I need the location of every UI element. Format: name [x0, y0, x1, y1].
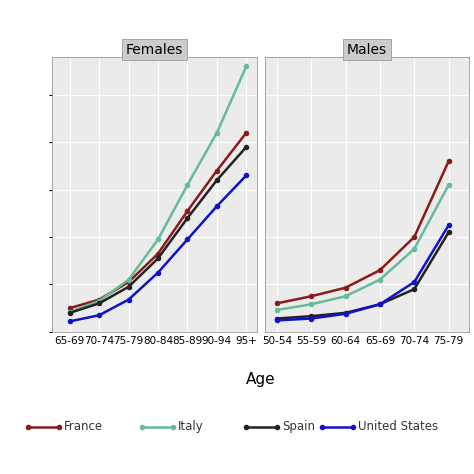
Text: Males: Males [347, 43, 387, 57]
Text: Spain: Spain [282, 420, 315, 433]
Text: United States: United States [358, 420, 438, 433]
Text: Age: Age [246, 372, 275, 387]
Text: France: France [64, 420, 103, 433]
Text: Females: Females [126, 43, 183, 57]
Text: Italy: Italy [178, 420, 203, 433]
